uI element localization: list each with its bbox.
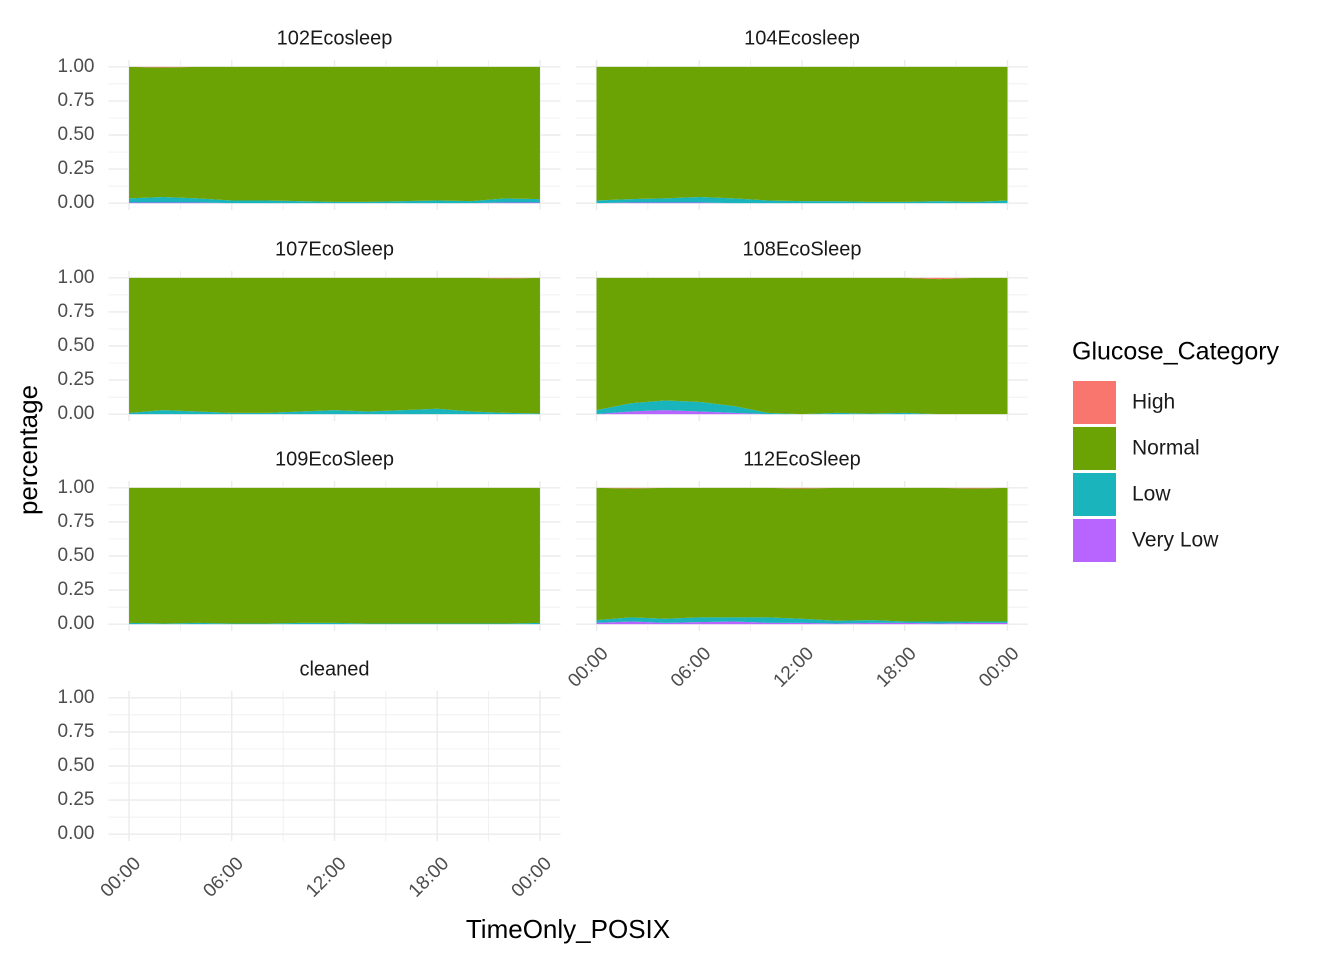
legend-key bbox=[1073, 381, 1116, 424]
facet-title: 109EcoSleep bbox=[275, 448, 394, 470]
y-tick-label: 0.00 bbox=[58, 192, 95, 213]
x-axis-title: TimeOnly_POSIX bbox=[466, 914, 670, 944]
facet-title: 102Ecosleep bbox=[277, 27, 393, 49]
legend-key bbox=[1073, 427, 1116, 470]
y-tick-label: 0.75 bbox=[58, 511, 95, 532]
y-tick-label: 0.25 bbox=[58, 369, 95, 390]
y-tick-label: 0.25 bbox=[58, 158, 95, 179]
legend-label: Low bbox=[1132, 483, 1171, 506]
area-1 bbox=[596, 66, 1008, 202]
area-1 bbox=[129, 277, 540, 414]
y-tick-label: 0.75 bbox=[58, 90, 95, 111]
y-tick-label: 1.00 bbox=[58, 267, 95, 288]
legend-label: Very Low bbox=[1132, 529, 1219, 552]
area-0 bbox=[596, 487, 1008, 489]
y-tick-label: 0.50 bbox=[58, 545, 95, 566]
area-1 bbox=[596, 487, 1008, 622]
y-tick-label: 1.00 bbox=[58, 477, 95, 498]
y-tick-label: 0.00 bbox=[58, 613, 95, 634]
y-tick-label: 0.50 bbox=[58, 755, 95, 776]
x-tick-label: 12:00 bbox=[770, 643, 818, 691]
y-tick-label: 0.50 bbox=[58, 124, 95, 145]
y-tick-label: 1.00 bbox=[58, 687, 95, 708]
y-tick-label: 0.25 bbox=[58, 789, 95, 810]
legend-label: High bbox=[1132, 391, 1175, 414]
y-tick-label: 0.50 bbox=[58, 335, 95, 356]
area-2 bbox=[596, 617, 1008, 624]
area-0 bbox=[129, 277, 540, 279]
facet-title: 107EcoSleep bbox=[275, 238, 394, 260]
area-2 bbox=[596, 400, 1008, 415]
y-tick-label: 0.25 bbox=[58, 579, 95, 600]
area-2 bbox=[129, 622, 540, 625]
area-0 bbox=[596, 277, 1008, 280]
legend-label: Normal bbox=[1132, 437, 1200, 460]
area-1 bbox=[129, 66, 540, 202]
facet-title: 108EcoSleep bbox=[743, 238, 862, 260]
x-tick-label: 00:00 bbox=[564, 643, 612, 691]
x-tick-label: 00:00 bbox=[975, 643, 1023, 691]
facet-title: 104Ecosleep bbox=[744, 27, 860, 49]
facet-title: cleaned bbox=[299, 658, 369, 680]
y-tick-label: 0.75 bbox=[58, 301, 95, 322]
area-2 bbox=[596, 197, 1008, 204]
y-tick-label: 0.00 bbox=[58, 403, 95, 424]
x-tick-label: 12:00 bbox=[302, 853, 350, 901]
area-3 bbox=[129, 202, 540, 204]
legend-title: Glucose_Category bbox=[1072, 338, 1280, 366]
legend-key bbox=[1073, 519, 1116, 562]
y-tick-label: 1.00 bbox=[58, 56, 95, 77]
x-tick-label: 18:00 bbox=[872, 643, 920, 691]
x-tick-label: 00:00 bbox=[97, 853, 145, 901]
x-tick-label: 06:00 bbox=[199, 853, 247, 901]
y-tick-label: 0.00 bbox=[58, 823, 95, 844]
facet-title: 112EcoSleep bbox=[743, 448, 861, 470]
legend-key bbox=[1073, 473, 1116, 516]
x-tick-label: 00:00 bbox=[508, 853, 556, 901]
x-tick-label: 06:00 bbox=[667, 643, 715, 691]
y-tick-label: 0.75 bbox=[58, 721, 95, 742]
area-1 bbox=[129, 487, 540, 624]
area-3 bbox=[596, 202, 1008, 204]
area-2 bbox=[129, 197, 540, 204]
y-axis-title: percentage bbox=[13, 385, 43, 515]
area-3 bbox=[596, 410, 1008, 415]
area-0 bbox=[129, 66, 540, 68]
area-1 bbox=[596, 277, 1008, 415]
x-tick-label: 18:00 bbox=[405, 853, 453, 901]
